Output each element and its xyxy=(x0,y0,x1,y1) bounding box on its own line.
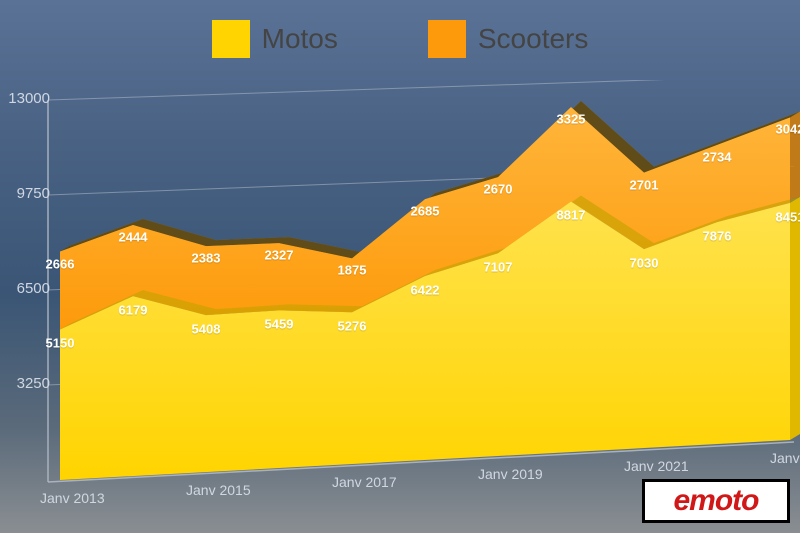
legend: Motos Scooters xyxy=(0,20,800,58)
data-label-motos: 5408 xyxy=(192,322,221,337)
data-label-motos: 7107 xyxy=(484,260,513,275)
data-label-scooters: 3042 xyxy=(776,122,800,137)
data-label-scooters: 2734 xyxy=(703,150,732,165)
data-label-motos: 5150 xyxy=(46,336,75,351)
area-plot-svg xyxy=(0,80,800,510)
x-tick-label: Janv 2021 xyxy=(624,458,689,474)
data-label-scooters: 2701 xyxy=(630,177,659,192)
legend-swatch-scooters xyxy=(428,20,466,58)
data-label-scooters: 2327 xyxy=(265,248,294,263)
data-label-motos: 6422 xyxy=(411,283,440,298)
data-label-motos: 8451 xyxy=(776,209,800,224)
legend-label-scooters: Scooters xyxy=(478,23,589,55)
legend-swatch-motos xyxy=(212,20,250,58)
logo-text: emoto xyxy=(674,484,759,518)
data-label-motos: 8817 xyxy=(557,208,586,223)
x-tick-label: Janv 2019 xyxy=(478,466,543,482)
legend-label-motos: Motos xyxy=(262,23,338,55)
data-label-scooters: 2670 xyxy=(484,182,513,197)
data-label-scooters: 2383 xyxy=(192,251,221,266)
logo-badge: emoto xyxy=(642,479,790,523)
x-tick-label: Janv 2015 xyxy=(186,482,251,498)
y-tick-label: 6500 xyxy=(4,280,50,297)
data-label-scooters: 2444 xyxy=(119,229,148,244)
x-tick-label: Janv 2013 xyxy=(40,490,105,506)
data-label-motos: 5276 xyxy=(338,319,367,334)
x-tick-label: Janv 2023 xyxy=(770,450,800,466)
data-label-motos: 5459 xyxy=(265,317,294,332)
data-label-motos: 6179 xyxy=(119,303,148,318)
legend-item-scooters: Scooters xyxy=(428,20,589,58)
legend-item-motos: Motos xyxy=(212,20,338,58)
y-tick-label: 13000 xyxy=(4,90,50,107)
data-label-motos: 7030 xyxy=(630,256,659,271)
chart-area: 3250 6500 9750 13000 5150 2666 6179 2444 5408 238… xyxy=(0,80,800,500)
data-label-motos: 7876 xyxy=(703,229,732,244)
data-label-scooters: 3325 xyxy=(557,112,586,127)
y-tick-label: 9750 xyxy=(4,185,50,202)
data-label-scooters: 2666 xyxy=(46,256,75,271)
data-label-scooters: 1875 xyxy=(338,263,367,278)
data-label-scooters: 2685 xyxy=(411,204,440,219)
y-tick-label: 3250 xyxy=(4,375,50,392)
x-tick-label: Janv 2017 xyxy=(332,474,397,490)
